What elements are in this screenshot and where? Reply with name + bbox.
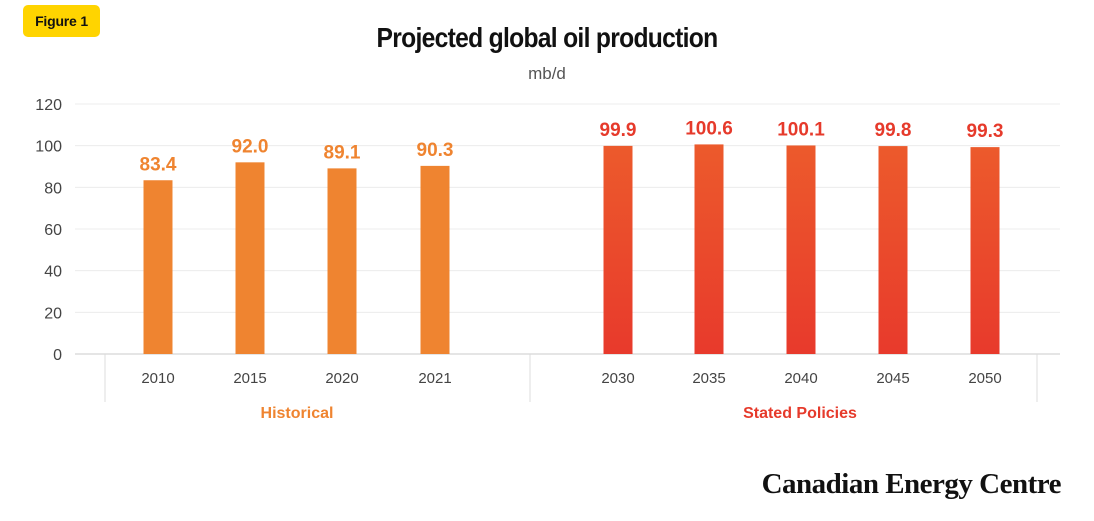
- data-label-2050: 99.3: [967, 121, 1004, 142]
- bar-2020: [327, 168, 357, 354]
- y-tick-label: 100: [35, 139, 62, 156]
- x-tick-label: 2030: [601, 370, 634, 387]
- x-tick-label: 2015: [233, 370, 266, 387]
- chart-title: Projected global oil production: [376, 22, 719, 53]
- x-tick-label: 2050: [968, 370, 1001, 387]
- brand-logo-text: Canadian Energy Centre: [761, 468, 1062, 500]
- group-label: Stated Policies: [743, 405, 857, 422]
- y-tick-label: 40: [44, 264, 62, 281]
- bar-2015: [235, 162, 265, 354]
- x-tick-label: 2020: [325, 370, 358, 387]
- group-label: Historical: [261, 405, 334, 422]
- data-label-2015: 92.0: [232, 136, 269, 157]
- bar-2010: [143, 180, 173, 354]
- x-tick-label: 2045: [876, 370, 909, 387]
- bar-2035: [694, 144, 724, 354]
- data-label-2010: 83.4: [140, 154, 177, 175]
- bar-2021: [420, 165, 450, 354]
- data-label-2035: 100.6: [685, 118, 733, 139]
- bar-2030: [603, 145, 633, 354]
- bar-2050: [970, 147, 1000, 354]
- bar-2045: [878, 146, 908, 354]
- x-tick-label: 2010: [141, 370, 174, 387]
- data-label-2045: 99.8: [875, 120, 912, 141]
- x-tick-label: 2040: [784, 370, 817, 387]
- y-tick-label: 80: [44, 180, 62, 197]
- x-tick-label: 2035: [692, 370, 725, 387]
- y-tick-label: 120: [35, 97, 62, 114]
- data-label-2030: 99.9: [600, 120, 637, 141]
- bar-2040: [786, 145, 816, 354]
- data-label-2040: 100.1: [777, 119, 825, 140]
- x-tick-label: 2021: [418, 370, 451, 387]
- chart-unit-subtitle: mb/d: [528, 64, 566, 83]
- y-tick-label: 60: [44, 222, 62, 239]
- figure-badge: Figure 1: [23, 5, 100, 37]
- y-tick-label: 0: [53, 347, 62, 364]
- y-tick-label: 20: [44, 305, 62, 322]
- data-label-2020: 89.1: [324, 142, 361, 163]
- data-label-2021: 90.3: [417, 140, 454, 161]
